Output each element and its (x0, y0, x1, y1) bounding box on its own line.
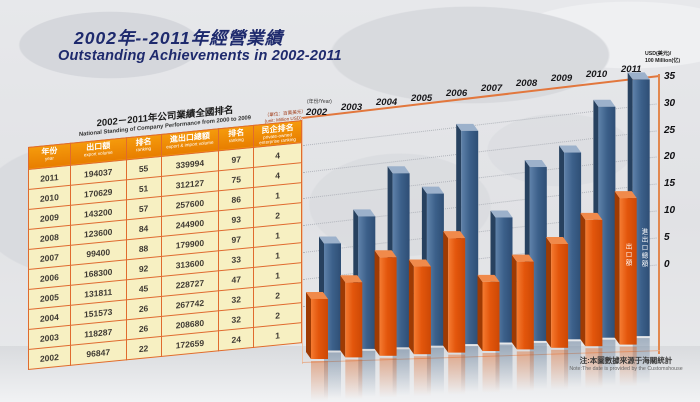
x-tick-year-2009: 2009 (551, 73, 573, 85)
y-axis-line (658, 74, 660, 354)
footnote-chinese: 注:本圖數據來源于海關統計 (579, 356, 673, 365)
x-axis-caption: (年份/Year) (307, 99, 332, 105)
x-tick-year-2002: 2002 (306, 107, 328, 118)
table-cell: 24 (218, 327, 254, 351)
x-tick-year-2010: 2010 (586, 68, 608, 80)
y-tick-10: 10 (664, 205, 676, 216)
page-title-chinese: 2002年--2011年經營業績 (74, 28, 284, 48)
y-tick-15: 15 (664, 178, 676, 190)
table-cell: 22 (126, 336, 161, 361)
x-tick-year-2006: 2006 (446, 87, 468, 99)
page-title: 2002年--2011年經營業績 Outstanding Achievement… (58, 28, 342, 65)
table-cell: 2002 (28, 345, 71, 370)
table-body: 2011 194037 55 339994 97 4 2010 170629 51 312127 7… (28, 142, 302, 370)
x-tick-year-2003: 2003 (341, 102, 363, 114)
x-tick-year-2007: 2007 (481, 83, 503, 94)
chart-left-edge-line (302, 118, 303, 364)
y-tick-35: 35 (664, 71, 676, 82)
y-axis-unit-line1: USD(美元)/ (645, 51, 672, 57)
footnote-english: Note:The date is provided by the Customs… (569, 365, 683, 372)
x-tick-year-2008: 2008 (516, 78, 538, 90)
source-footnote: 注:本圖數據來源于海關統計 Note:The date is provided … (540, 356, 700, 372)
y-tick-20: 20 (664, 151, 676, 163)
x-tick-year-2005: 2005 (411, 92, 433, 104)
y-axis-unit-line2: 100 Million(亿) (645, 58, 681, 65)
page-title-english: Outstanding Achievements in 2002-2011 (58, 48, 342, 65)
x-tick-year-2004: 2004 (376, 97, 398, 109)
y-tick-25: 25 (664, 124, 676, 136)
y-axis-unit-label: USD(美元)/ 100 Million(亿) (645, 51, 699, 65)
y-tick-30: 30 (664, 97, 676, 109)
export-series-label: 出口額 (624, 243, 631, 267)
x-tick-year-2011: 2011 (621, 63, 642, 75)
table-cell: 1 (253, 322, 302, 348)
ranking-table: 年份 year 出口額 export volume 排名 ranking 進出口總額 expo… (28, 120, 302, 370)
total-series-label: 進出口總額 (640, 228, 647, 268)
ranking-table-panel: 2002－2011年公司業績全國排名 National Standing of … (28, 99, 306, 370)
y-tick-0: 0 (664, 258, 670, 270)
y-tick-5: 5 (664, 231, 670, 243)
